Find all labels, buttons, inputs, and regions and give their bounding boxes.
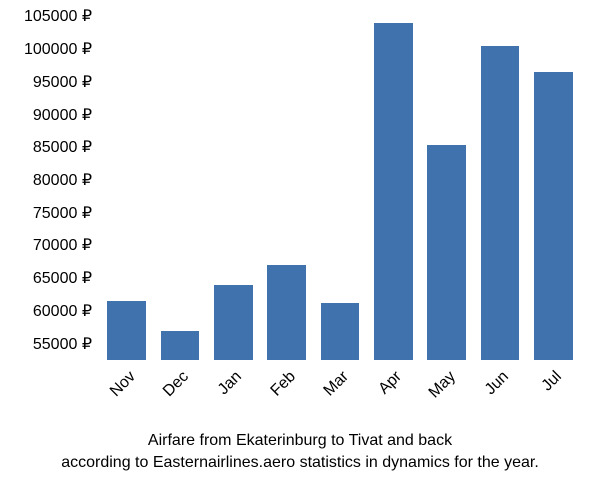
y-tick: 60000 ₽	[33, 301, 92, 321]
chart-caption: Airfare from Ekaterinburg to Tivat and b…	[0, 430, 600, 473]
x-label: Feb	[258, 368, 299, 409]
x-label: Jul	[525, 368, 566, 409]
y-tick: 95000 ₽	[33, 72, 92, 92]
y-tick: 55000 ₽	[33, 334, 92, 354]
y-tick: 70000 ₽	[33, 235, 92, 255]
airfare-chart: 55000 ₽ 60000 ₽ 65000 ₽ 70000 ₽ 75000 ₽ 80000…	[0, 0, 600, 500]
y-axis: 55000 ₽ 60000 ₽ 65000 ₽ 70000 ₽ 75000 ₽ 80000…	[0, 0, 100, 360]
y-tick: 65000 ₽	[33, 268, 92, 288]
y-tick: 90000 ₽	[33, 105, 92, 125]
bar	[427, 145, 465, 360]
x-axis: Nov Dec Jan Feb Mar Apr May Jun Jul	[100, 360, 580, 420]
y-tick: 85000 ₽	[33, 137, 92, 157]
y-tick: 80000 ₽	[33, 170, 92, 190]
bar	[321, 303, 359, 360]
x-label: Apr	[365, 368, 406, 409]
bar	[534, 72, 572, 360]
bar	[214, 285, 252, 360]
bar	[374, 23, 412, 360]
x-label: May	[418, 368, 459, 409]
x-label: Nov	[98, 368, 139, 409]
x-label: Jan	[205, 368, 246, 409]
x-label: Dec	[152, 368, 193, 409]
bar	[107, 301, 145, 360]
y-tick: 75000 ₽	[33, 203, 92, 223]
x-label: Jun	[472, 368, 513, 409]
plot-area	[100, 0, 580, 360]
y-tick: 100000 ₽	[24, 39, 92, 59]
bar	[267, 265, 305, 360]
bar	[481, 46, 519, 360]
x-label: Mar	[312, 368, 353, 409]
bar	[161, 331, 199, 360]
caption-line-2: according to Easternairlines.aero statis…	[61, 454, 539, 471]
y-tick: 105000 ₽	[24, 6, 92, 26]
caption-line-1: Airfare from Ekaterinburg to Tivat and b…	[148, 432, 452, 449]
